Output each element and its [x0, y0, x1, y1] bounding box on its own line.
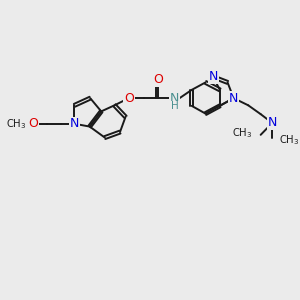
- Text: N: N: [170, 92, 179, 105]
- Text: N: N: [229, 92, 238, 105]
- Text: CH$_3$: CH$_3$: [6, 117, 27, 131]
- Text: O: O: [153, 73, 163, 86]
- Text: O: O: [28, 117, 38, 130]
- Text: O: O: [124, 92, 134, 105]
- Text: CH$_3$: CH$_3$: [279, 134, 300, 147]
- Text: CH$_3$: CH$_3$: [232, 126, 252, 140]
- Text: N: N: [208, 70, 218, 83]
- Text: N: N: [268, 116, 277, 130]
- Text: N: N: [70, 117, 79, 130]
- Text: H: H: [171, 101, 178, 111]
